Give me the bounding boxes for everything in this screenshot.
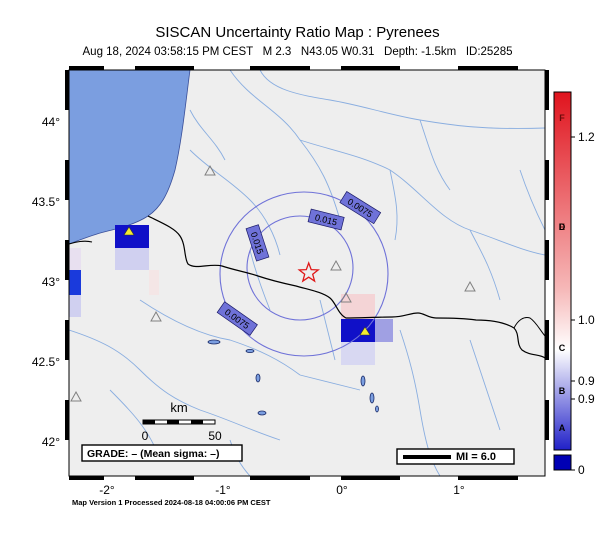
colorbar: F E D C B A 1.2 1.0 0.9 0.9 0 bbox=[553, 91, 595, 477]
lat-label: 42° bbox=[42, 435, 60, 449]
scale-bar: km 0 50 bbox=[142, 400, 222, 443]
lat-label: 42.5° bbox=[32, 355, 60, 369]
grade-letter: A bbox=[559, 423, 566, 433]
lon-label: -2° bbox=[99, 483, 115, 497]
lon-label: 1° bbox=[453, 483, 465, 497]
lat-labels: 44° 43.5° 43° 42.5° 42° bbox=[32, 115, 60, 449]
mi-legend-text: MI = 6.0 bbox=[456, 451, 496, 463]
colorbar-base-swatch bbox=[553, 454, 572, 471]
map-area[interactable]: 0.0075 0.015 0.015 0.0075 km 0 50 bbox=[69, 70, 545, 476]
event-info: Aug 18, 2024 03:58:15 PM CEST M 2.3 N43.… bbox=[82, 46, 513, 58]
grade-letter: C bbox=[559, 343, 566, 353]
seismic-stations bbox=[70, 164, 476, 402]
scale-label-zero: 0 bbox=[142, 429, 149, 443]
grade-letter: B bbox=[559, 386, 566, 396]
colorbar-value: 1.2 bbox=[578, 130, 595, 144]
scale-label-fifty: 50 bbox=[208, 429, 222, 443]
sea-area bbox=[69, 70, 191, 245]
colorbar-value: 1.0 bbox=[578, 313, 595, 327]
grade-letter: E bbox=[559, 222, 565, 232]
grade-letter: F bbox=[559, 113, 565, 123]
epicenter-star-icon[interactable] bbox=[297, 261, 320, 283]
map-title: SISCAN Uncertainty Ratio Map : Pyrenees bbox=[155, 24, 440, 41]
country-border bbox=[147, 215, 545, 359]
scale-unit: km bbox=[170, 400, 187, 415]
lat-label: 43.5° bbox=[32, 195, 60, 209]
mi-legend: MI = 6.0 bbox=[396, 448, 515, 465]
uncertainty-contours bbox=[219, 191, 389, 357]
map-frame bbox=[65, 66, 549, 480]
grade-letter: D bbox=[559, 222, 566, 232]
colorbar-value: 0.9 bbox=[578, 374, 595, 388]
grade-text: GRADE: – (Mean sigma: –) bbox=[87, 448, 219, 460]
colorbar-value: 0.9 bbox=[578, 392, 595, 406]
footer-note: Map Version 1 Processed 2024-08-18 04:00… bbox=[72, 498, 271, 507]
uncertainty-cells bbox=[69, 225, 393, 365]
colorbar-value: 0 bbox=[578, 463, 585, 477]
lon-label: 0° bbox=[336, 483, 348, 497]
active-stations bbox=[123, 226, 371, 336]
grade-box: GRADE: – (Mean sigma: –) bbox=[81, 444, 243, 462]
lon-label: -1° bbox=[215, 483, 231, 497]
reservoirs bbox=[207, 339, 379, 416]
lat-label: 44° bbox=[42, 115, 60, 129]
lon-labels: -2° -1° 0° 1° bbox=[99, 483, 465, 497]
lat-label: 43° bbox=[42, 275, 60, 289]
rivers bbox=[69, 70, 545, 476]
